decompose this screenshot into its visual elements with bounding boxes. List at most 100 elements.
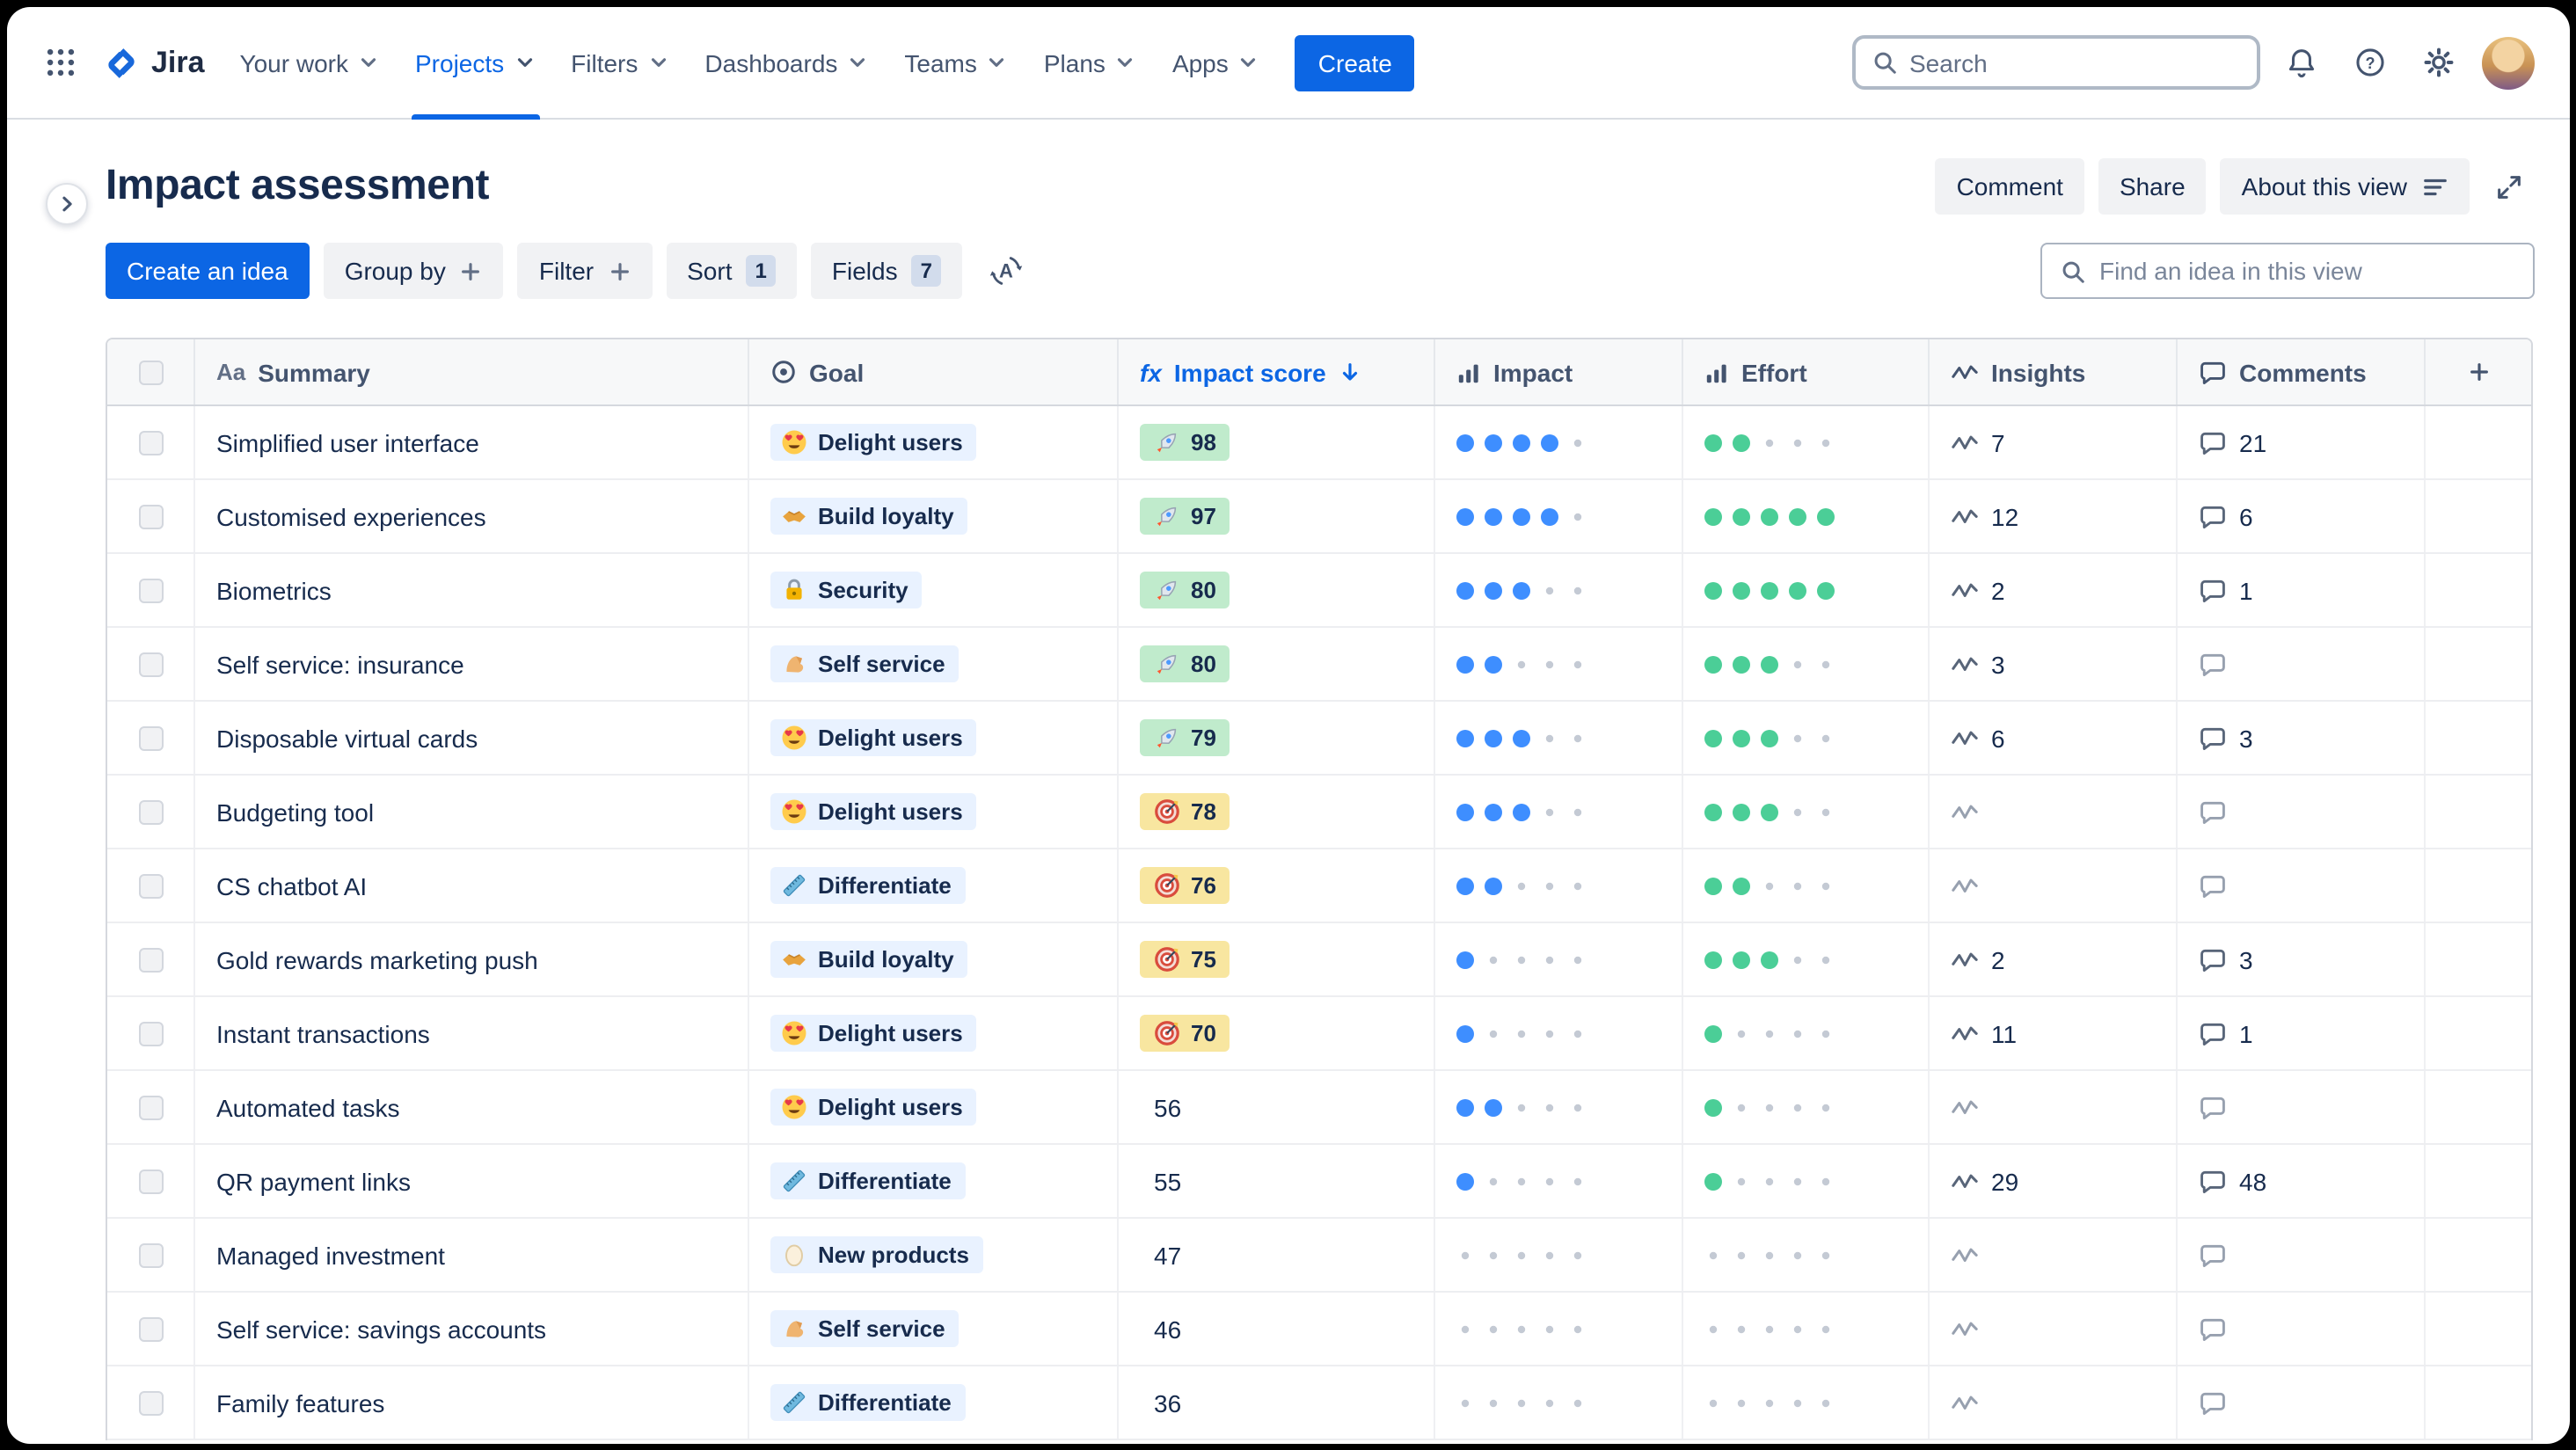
table-row[interactable]: Managed investment New products 47 bbox=[107, 1219, 2531, 1293]
table-row[interactable]: Simplified user interface Delight users 98… bbox=[107, 406, 2531, 480]
column-header-goal[interactable]: Goal bbox=[749, 339, 1119, 404]
goal-chip[interactable]: Delight users bbox=[770, 1015, 977, 1052]
impact-rating[interactable] bbox=[1456, 803, 1587, 820]
impact-score-badge[interactable]: 56 bbox=[1140, 1088, 1195, 1126]
cell-comments[interactable] bbox=[2178, 1366, 2426, 1439]
effort-rating[interactable] bbox=[1704, 1172, 1835, 1190]
share-button[interactable]: Share bbox=[2098, 158, 2207, 215]
cell-insights[interactable]: 12 bbox=[1930, 480, 2178, 552]
row-checkbox[interactable] bbox=[138, 1169, 163, 1193]
global-search[interactable] bbox=[1851, 35, 2259, 90]
impact-rating[interactable] bbox=[1456, 1320, 1587, 1337]
impact-score-badge[interactable]: 70 bbox=[1140, 1015, 1230, 1052]
nav-item-apps[interactable]: Apps bbox=[1155, 7, 1278, 119]
row-checkbox[interactable] bbox=[138, 725, 163, 750]
column-header-select[interactable] bbox=[107, 339, 195, 404]
jira-logo[interactable]: Jira bbox=[88, 43, 223, 82]
about-this-view-button[interactable]: About this view bbox=[2220, 158, 2469, 215]
find-idea-search[interactable] bbox=[2040, 243, 2534, 299]
impact-score-badge[interactable]: 75 bbox=[1140, 941, 1230, 978]
column-header-effort[interactable]: Effort bbox=[1683, 339, 1930, 404]
cell-comments[interactable] bbox=[2178, 1071, 2426, 1143]
cell-comments[interactable]: 6 bbox=[2178, 480, 2426, 552]
app-switcher-button[interactable] bbox=[32, 34, 88, 91]
cell-insights[interactable]: 29 bbox=[1930, 1145, 2178, 1217]
cell-comments[interactable]: 21 bbox=[2178, 406, 2426, 478]
cell-insights[interactable] bbox=[1930, 1071, 2178, 1143]
cell-comments[interactable]: 48 bbox=[2178, 1145, 2426, 1217]
nav-item-projects[interactable]: Projects bbox=[398, 7, 553, 119]
column-header-insights[interactable]: Insights bbox=[1930, 339, 2178, 404]
impact-rating[interactable] bbox=[1456, 507, 1587, 525]
table-row[interactable]: QR payment links Differentiate 55 29 48 bbox=[107, 1145, 2531, 1219]
goal-chip[interactable]: Self service bbox=[770, 1310, 960, 1347]
row-checkbox[interactable] bbox=[138, 430, 163, 455]
cell-insights[interactable] bbox=[1930, 1219, 2178, 1291]
goal-chip[interactable]: Delight users bbox=[770, 424, 977, 461]
row-checkbox[interactable] bbox=[138, 947, 163, 972]
row-checkbox[interactable] bbox=[138, 652, 163, 676]
impact-rating[interactable] bbox=[1456, 1246, 1587, 1264]
select-all-checkbox[interactable] bbox=[138, 360, 163, 384]
impact-rating[interactable] bbox=[1456, 1172, 1587, 1190]
column-header-impact[interactable]: Impact bbox=[1435, 339, 1683, 404]
table-row[interactable]: Self service: insurance Self service 80 3 bbox=[107, 628, 2531, 702]
goal-chip[interactable]: Differentiate bbox=[770, 867, 966, 904]
add-column-button[interactable] bbox=[2426, 339, 2531, 404]
cell-comments[interactable]: 3 bbox=[2178, 923, 2426, 995]
row-checkbox[interactable] bbox=[138, 1095, 163, 1119]
effort-rating[interactable] bbox=[1704, 1024, 1835, 1042]
effort-rating[interactable] bbox=[1704, 581, 1835, 599]
cell-comments[interactable] bbox=[2178, 849, 2426, 922]
impact-rating[interactable] bbox=[1456, 655, 1587, 673]
goal-chip[interactable]: Build loyalty bbox=[770, 941, 968, 978]
cell-insights[interactable]: 3 bbox=[1930, 628, 2178, 700]
impact-score-badge[interactable]: 97 bbox=[1140, 498, 1230, 535]
impact-rating[interactable] bbox=[1456, 1098, 1587, 1116]
table-row[interactable]: Family features Differentiate 36 bbox=[107, 1366, 2531, 1440]
impact-rating[interactable] bbox=[1456, 434, 1587, 451]
notifications-button[interactable] bbox=[2275, 36, 2328, 89]
effort-rating[interactable] bbox=[1704, 434, 1835, 451]
table-row[interactable]: Gold rewards marketing push Build loyalty… bbox=[107, 923, 2531, 997]
cell-comments[interactable] bbox=[2178, 628, 2426, 700]
table-row[interactable]: Self service: savings accounts Self servi… bbox=[107, 1293, 2531, 1366]
impact-rating[interactable] bbox=[1456, 877, 1587, 894]
rank-button[interactable]: A bbox=[976, 243, 1036, 299]
impact-score-badge[interactable]: 36 bbox=[1140, 1383, 1195, 1422]
cell-insights[interactable] bbox=[1930, 776, 2178, 848]
row-checkbox[interactable] bbox=[138, 799, 163, 824]
goal-chip[interactable]: Self service bbox=[770, 645, 960, 682]
goal-chip[interactable]: Delight users bbox=[770, 793, 977, 830]
settings-button[interactable] bbox=[2412, 36, 2465, 89]
impact-score-badge[interactable]: 46 bbox=[1140, 1309, 1195, 1348]
effort-rating[interactable] bbox=[1704, 1098, 1835, 1116]
impact-score-badge[interactable]: 76 bbox=[1140, 867, 1230, 904]
sidebar-expand-button[interactable] bbox=[46, 183, 88, 225]
cell-insights[interactable] bbox=[1930, 1366, 2178, 1439]
nav-item-plans[interactable]: Plans bbox=[1026, 7, 1155, 119]
effort-rating[interactable] bbox=[1704, 507, 1835, 525]
impact-rating[interactable] bbox=[1456, 1024, 1587, 1042]
table-row[interactable]: Instant transactions Delight users 70 11 1 bbox=[107, 997, 2531, 1071]
goal-chip[interactable]: Delight users bbox=[770, 719, 977, 756]
effort-rating[interactable] bbox=[1704, 1320, 1835, 1337]
cell-insights[interactable]: 7 bbox=[1930, 406, 2178, 478]
column-header-comments[interactable]: Comments bbox=[2178, 339, 2426, 404]
goal-chip[interactable]: Security bbox=[770, 572, 923, 608]
table-row[interactable]: CS chatbot AI Differentiate 76 bbox=[107, 849, 2531, 923]
avatar[interactable] bbox=[2481, 36, 2534, 89]
impact-rating[interactable] bbox=[1456, 1394, 1587, 1411]
impact-score-badge[interactable]: 98 bbox=[1140, 424, 1230, 461]
effort-rating[interactable] bbox=[1704, 729, 1835, 747]
sort-button[interactable]: Sort 1 bbox=[666, 243, 797, 299]
row-checkbox[interactable] bbox=[138, 578, 163, 602]
goal-chip[interactable]: Differentiate bbox=[770, 1162, 966, 1199]
impact-score-badge[interactable]: 80 bbox=[1140, 572, 1230, 608]
nav-item-your-work[interactable]: Your work bbox=[223, 7, 398, 119]
help-button[interactable]: ? bbox=[2344, 36, 2397, 89]
find-idea-input[interactable] bbox=[2099, 257, 2514, 285]
create-button[interactable]: Create bbox=[1295, 34, 1415, 91]
table-row[interactable]: Biometrics Security 80 2 1 bbox=[107, 554, 2531, 628]
cell-insights[interactable]: 11 bbox=[1930, 997, 2178, 1069]
